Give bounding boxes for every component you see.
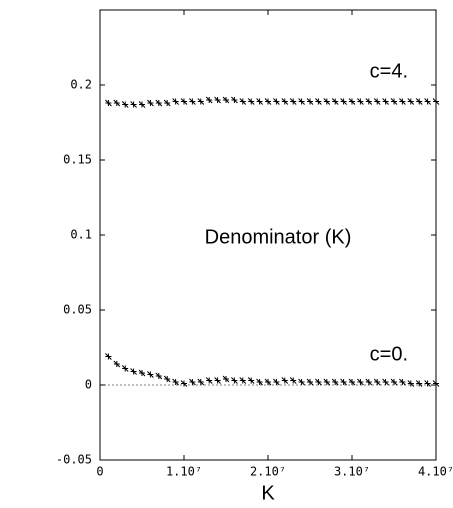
y-tick-label: 0.15 bbox=[63, 153, 92, 167]
marker bbox=[155, 372, 163, 380]
y-tick-label: 0.05 bbox=[63, 303, 92, 317]
marker bbox=[340, 98, 347, 105]
marker bbox=[424, 98, 431, 105]
marker bbox=[214, 96, 221, 104]
marker bbox=[407, 380, 415, 387]
x-tick-label: 0 bbox=[96, 465, 103, 479]
marker bbox=[390, 378, 398, 386]
marker bbox=[289, 98, 297, 105]
marker bbox=[155, 99, 163, 107]
marker bbox=[340, 378, 347, 386]
marker bbox=[348, 378, 356, 386]
marker bbox=[239, 377, 247, 384]
marker bbox=[323, 98, 331, 105]
marker bbox=[399, 378, 406, 386]
marker bbox=[306, 98, 314, 105]
marker bbox=[197, 98, 205, 105]
marker bbox=[130, 101, 137, 108]
marker bbox=[415, 98, 423, 105]
marker bbox=[315, 378, 322, 386]
marker bbox=[138, 101, 146, 108]
marker bbox=[121, 365, 129, 372]
marker bbox=[407, 98, 415, 105]
marker bbox=[382, 378, 389, 386]
marker bbox=[357, 98, 364, 105]
marker bbox=[399, 98, 406, 105]
marker bbox=[205, 377, 213, 384]
x-tick-label: 1.10⁷ bbox=[166, 465, 202, 479]
marker bbox=[130, 368, 137, 375]
chart-title: Denominator (K) bbox=[205, 226, 352, 248]
marker bbox=[365, 98, 373, 105]
marker bbox=[415, 380, 423, 387]
marker bbox=[163, 375, 171, 383]
marker bbox=[281, 98, 289, 105]
marker bbox=[264, 378, 272, 386]
marker bbox=[298, 378, 305, 386]
marker bbox=[231, 96, 238, 104]
marker bbox=[256, 98, 263, 105]
marker bbox=[432, 380, 440, 387]
y-tick-label: 0.1 bbox=[70, 228, 92, 242]
marker bbox=[382, 98, 389, 105]
x-axis-label: K bbox=[261, 482, 275, 504]
marker bbox=[357, 378, 364, 386]
marker bbox=[105, 353, 112, 360]
marker bbox=[105, 99, 112, 107]
marker bbox=[424, 380, 431, 387]
marker bbox=[365, 378, 373, 386]
y-tick-label: -0.05 bbox=[56, 453, 92, 467]
annotation: c=4. bbox=[370, 60, 408, 82]
marker bbox=[113, 99, 121, 107]
marker bbox=[222, 96, 230, 104]
marker bbox=[239, 98, 247, 105]
marker bbox=[281, 377, 289, 384]
marker bbox=[172, 98, 179, 105]
annotation: c=0. bbox=[370, 343, 408, 365]
marker bbox=[180, 380, 188, 387]
marker bbox=[214, 377, 221, 384]
marker bbox=[163, 99, 171, 107]
marker bbox=[348, 98, 356, 105]
marker bbox=[247, 98, 255, 105]
marker bbox=[147, 371, 154, 378]
marker bbox=[323, 378, 331, 386]
marker bbox=[273, 378, 280, 386]
marker bbox=[298, 98, 305, 105]
marker bbox=[121, 101, 129, 108]
marker bbox=[189, 378, 196, 386]
y-tick-label: 0.2 bbox=[70, 78, 92, 92]
marker bbox=[172, 378, 179, 386]
marker bbox=[306, 378, 314, 386]
marker bbox=[256, 378, 263, 386]
marker bbox=[289, 377, 297, 384]
marker bbox=[273, 98, 280, 105]
marker bbox=[373, 378, 381, 386]
marker bbox=[113, 360, 121, 368]
marker bbox=[315, 98, 322, 105]
marker bbox=[331, 378, 339, 386]
y-tick-label: 0 bbox=[85, 378, 92, 392]
marker bbox=[390, 98, 398, 105]
marker bbox=[205, 96, 213, 104]
marker bbox=[180, 98, 188, 105]
marker bbox=[222, 375, 230, 383]
marker bbox=[147, 99, 154, 107]
marker bbox=[432, 98, 440, 105]
marker bbox=[264, 98, 272, 105]
marker bbox=[231, 377, 238, 384]
x-tick-label: 2.10⁷ bbox=[250, 465, 286, 479]
x-tick-label: 4.10⁷ bbox=[418, 465, 453, 479]
marker bbox=[331, 98, 339, 105]
marker bbox=[189, 98, 196, 105]
marker bbox=[373, 98, 381, 105]
marker bbox=[247, 377, 255, 384]
x-tick-label: 3.10⁷ bbox=[334, 465, 370, 479]
marker bbox=[197, 378, 205, 386]
marker bbox=[138, 369, 146, 377]
